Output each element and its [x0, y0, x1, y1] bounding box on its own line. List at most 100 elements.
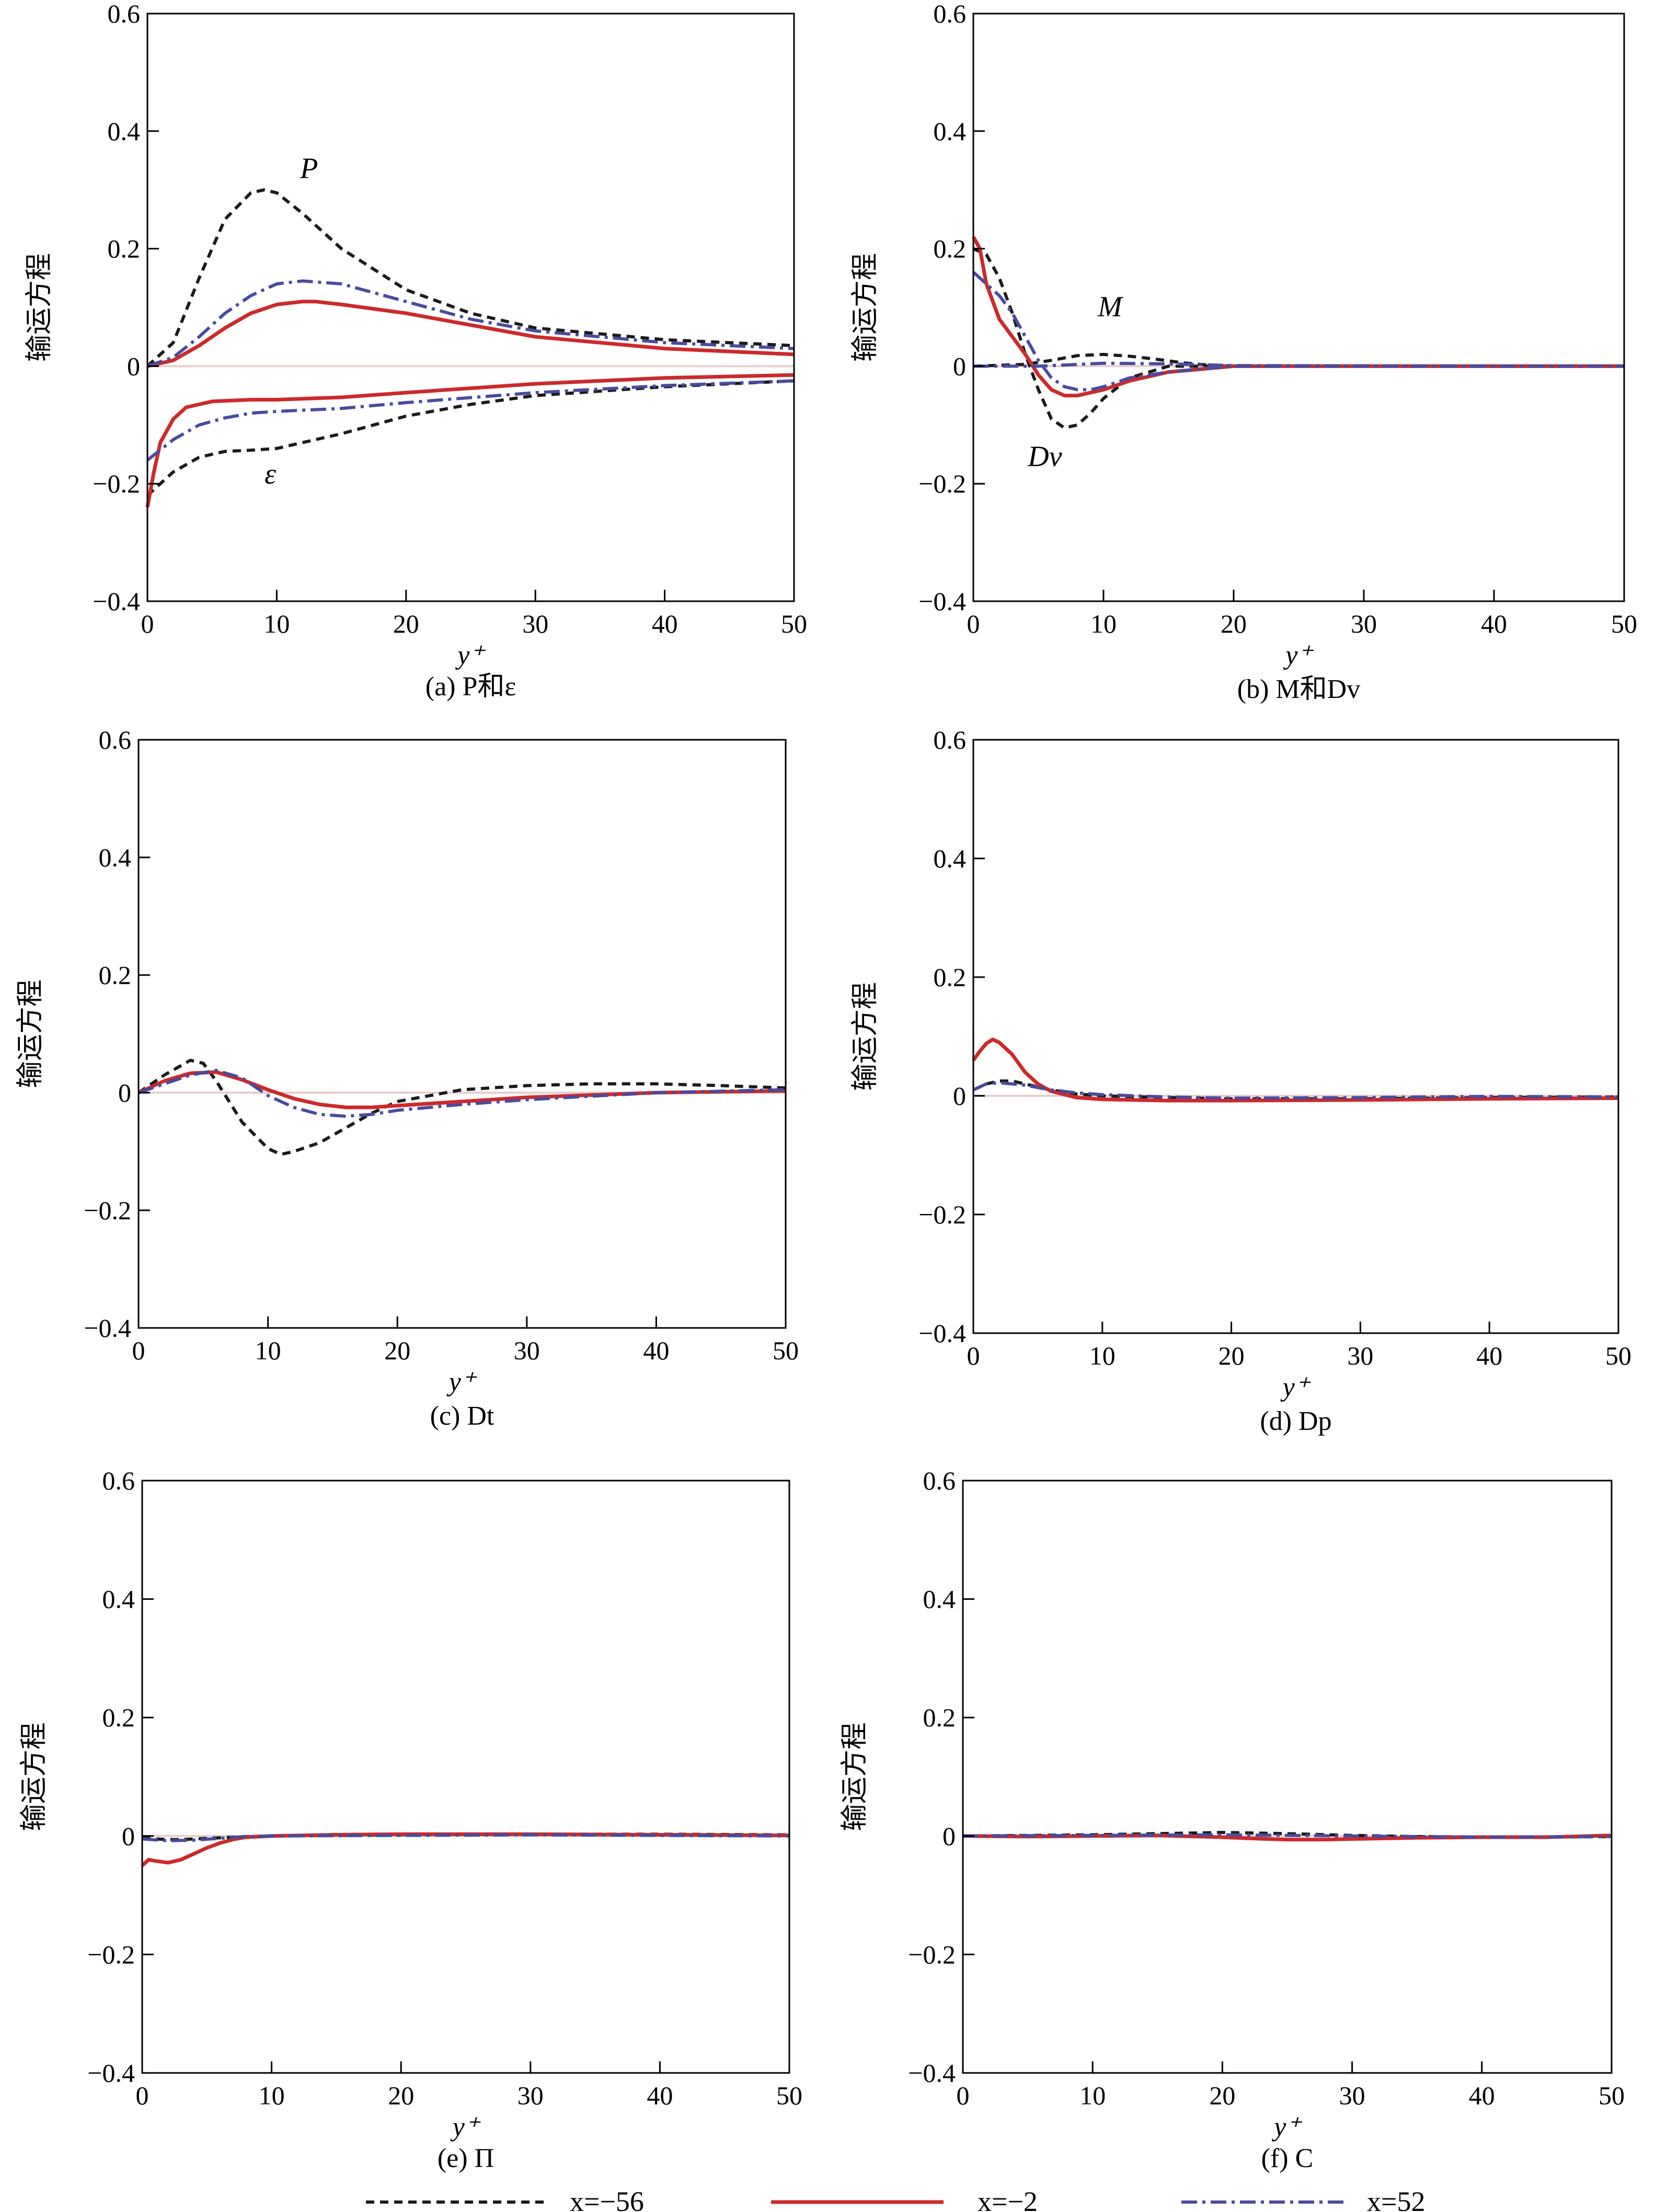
- y-tick-label: −0.4: [918, 1319, 966, 1348]
- x-tick-label: 40: [1469, 2081, 1495, 2110]
- y-tick-label: 0: [942, 1821, 956, 1851]
- y-tick-label: −0.2: [84, 1196, 131, 1225]
- curve-annotation: Dv: [1027, 440, 1062, 473]
- y-tick-label: 0: [118, 1078, 131, 1107]
- y-tick-label: 0: [953, 1081, 966, 1110]
- y-tick-label: 0.6: [934, 725, 967, 754]
- series-line-a-1: [147, 300, 795, 368]
- y-tick-label: 0: [127, 351, 140, 381]
- y-axis-title: 输运方程: [849, 982, 881, 1091]
- panel-caption: (b) M和Dv: [1237, 674, 1360, 704]
- y-tick-label: −0.2: [87, 1940, 135, 1969]
- x-tick-label: 40: [647, 2081, 673, 2110]
- legend: x=−56 x=−2 x=52: [366, 2186, 1425, 2212]
- x-tick-label: 0: [132, 1336, 145, 1365]
- panel-caption: (f) C: [1261, 2144, 1314, 2173]
- y-tick-label: −0.4: [908, 2058, 956, 2088]
- x-tick-label: 50: [776, 2081, 802, 2110]
- x-tick-label: 40: [1476, 1341, 1502, 1370]
- x-tick-label: 10: [259, 2081, 285, 2110]
- chart-panel-f: 0 10 20 30 40 50 −0.4 −0.2 0 0.2 0.4 0.6 y⁺ 输运方程 (f) C: [839, 1466, 1625, 2173]
- x-tick-label: 40: [652, 609, 678, 638]
- series-line-c-0: [137, 1059, 786, 1156]
- series-line-a-5: [146, 379, 795, 462]
- legend-label-2: x=52: [1367, 2186, 1425, 2212]
- panel-caption: (d) Dp: [1260, 1406, 1331, 1436]
- y-tick-label: 0.2: [934, 962, 967, 992]
- series-line-a-0: [146, 188, 795, 368]
- plot-frame: [137, 739, 787, 1329]
- x-tick-label: 10: [263, 609, 290, 638]
- x-tick-label: 0: [967, 1341, 980, 1370]
- series-line-d-2: [972, 1081, 1619, 1100]
- x-tick-label: 20: [384, 1336, 410, 1365]
- curve-annotation: ε: [265, 458, 277, 490]
- x-tick-label: 50: [1605, 1341, 1631, 1370]
- x-tick-label: 20: [1209, 2081, 1235, 2110]
- x-tick-label: 10: [1079, 2081, 1106, 2110]
- y-tick-label: 0.6: [99, 725, 132, 754]
- x-tick-label: 0: [957, 2081, 970, 2110]
- panel-caption: (c) Dt: [430, 1401, 495, 1431]
- x-axis-title: y⁺: [1280, 1372, 1311, 1402]
- series-line-f-2: [962, 1833, 1612, 1839]
- y-tick-label: 0.2: [108, 234, 141, 263]
- x-tick-label: 20: [393, 609, 419, 638]
- y-tick-label: 0.2: [99, 960, 132, 990]
- y-tick-label: 0.6: [923, 1466, 956, 1495]
- y-tick-label: 0: [953, 351, 966, 381]
- x-axis-title: y⁺: [455, 640, 486, 670]
- series-line-a-2: [147, 279, 795, 368]
- y-tick-label: 0: [122, 1821, 135, 1851]
- legend-label-0: x=−56: [570, 2186, 644, 2212]
- x-tick-label: 30: [514, 1336, 540, 1365]
- y-tick-label: 0.6: [934, 0, 967, 28]
- y-tick-label: 0.4: [99, 843, 132, 872]
- series-line-b-2: [971, 236, 1624, 398]
- x-tick-label: 0: [967, 609, 980, 638]
- plot-frame: [146, 13, 795, 602]
- x-tick-label: 30: [522, 609, 548, 638]
- x-axis-title: y⁺: [1283, 640, 1314, 670]
- y-tick-label: 0.2: [923, 1703, 956, 1732]
- x-tick-label: 30: [1339, 2081, 1365, 2110]
- plot-frame: [962, 1480, 1613, 2074]
- chart-panel-a: 0 10 20 30 40 50 −0.4 −0.2 0 0.2 0.4 0.6 y⁺ 输运方程 (a) P…: [24, 0, 807, 702]
- x-tick-label: 50: [1611, 609, 1637, 638]
- y-tick-label: −0.4: [84, 1313, 131, 1343]
- x-tick-label: 40: [1481, 609, 1507, 638]
- chart-panel-b: 0 10 20 30 40 50 −0.4 −0.2 0 0.2 0.4 0.6 y⁺ 输运方程 (b) M…: [849, 0, 1637, 704]
- curve-annotation: P: [300, 153, 318, 185]
- y-tick-label: 0.4: [923, 1585, 956, 1614]
- chart-panel-c: 0 10 20 30 40 50 −0.4 −0.2 0 0.2 0.4 0.6 y⁺ 输运方程 (c) D…: [15, 725, 799, 1431]
- chart-panel-e: 0 10 20 30 40 50 −0.4 −0.2 0 0.2 0.4 0.6 y⁺ 输运方程 (e) Π: [18, 1466, 802, 2173]
- series-line-b-4: [973, 361, 1625, 368]
- x-tick-label: 20: [388, 2081, 414, 2110]
- x-tick-label: 10: [1089, 1341, 1116, 1370]
- series-line-e-2: [142, 1833, 790, 1842]
- x-tick-label: 50: [1599, 2081, 1625, 2110]
- plot-frame: [972, 13, 1625, 602]
- y-axis-title: 输运方程: [24, 253, 55, 362]
- x-tick-label: 20: [1218, 1341, 1245, 1370]
- x-tick-label: 0: [141, 609, 154, 638]
- x-tick-label: 30: [1347, 1341, 1373, 1370]
- y-tick-label: −0.2: [918, 469, 966, 498]
- series-line-b-0: [972, 247, 1624, 430]
- plot-frame: [141, 1480, 790, 2074]
- series-line-a-4: [145, 373, 795, 508]
- x-tick-label: 50: [781, 609, 807, 638]
- x-axis-title: y⁺: [446, 1367, 477, 1397]
- y-axis-title: 输运方程: [15, 979, 46, 1088]
- series-line-e-1: [141, 1832, 790, 1867]
- series-line-c-2: [138, 1069, 786, 1118]
- y-tick-label: 0.2: [102, 1703, 135, 1732]
- panel-caption: (e) Π: [438, 2144, 494, 2173]
- x-tick-label: 50: [773, 1336, 799, 1365]
- y-axis-title: 输运方程: [839, 1722, 870, 1831]
- x-axis-title: y⁺: [1271, 2112, 1302, 2142]
- x-tick-label: 40: [643, 1336, 669, 1365]
- y-tick-label: −0.4: [87, 2058, 135, 2088]
- series-line-b-3: [972, 271, 1624, 392]
